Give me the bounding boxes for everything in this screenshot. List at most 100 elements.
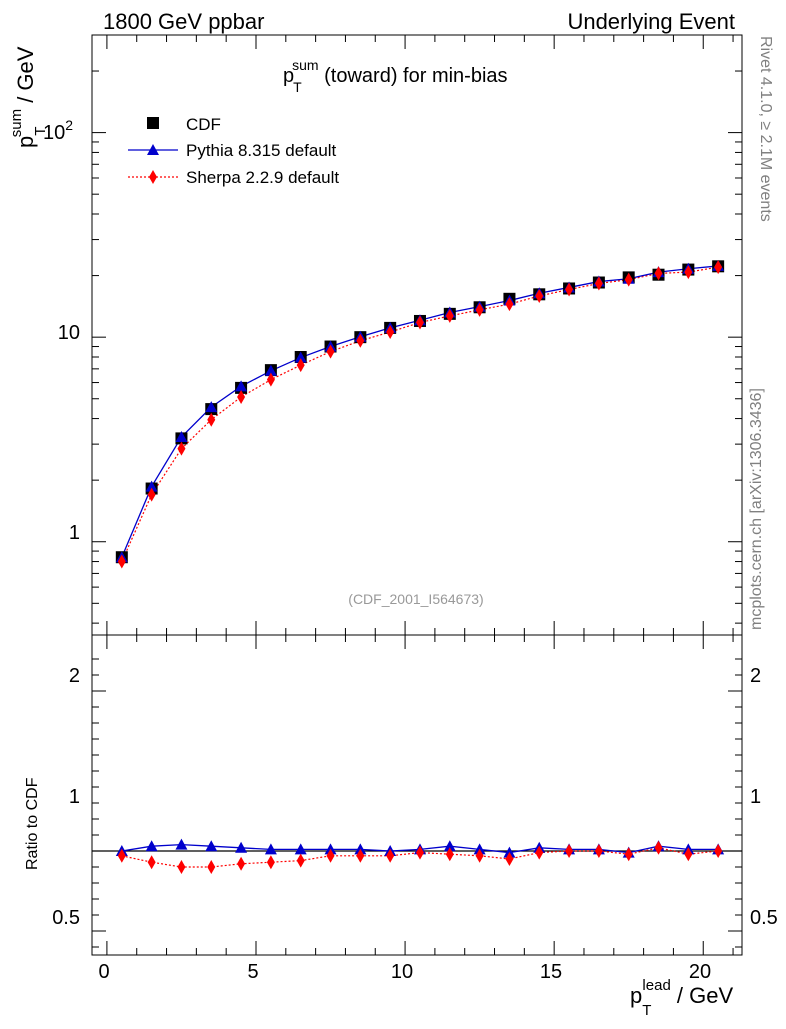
pythia-point	[294, 351, 307, 363]
sherpa-ratio-point	[654, 840, 663, 855]
sherpa-ratio-point	[684, 847, 693, 862]
y-tick-100-base: 10	[43, 122, 65, 144]
ratio-tick-label-2: 2	[69, 665, 80, 687]
sherpa-ratio-point	[505, 852, 514, 866]
data-marks	[92, 259, 742, 874]
mcplots-label: mcplots.cern.ch [arXiv:1306.3436]	[748, 388, 765, 630]
sherpa-point	[535, 288, 544, 303]
sherpa-point	[594, 276, 603, 291]
legend-sherpa-marker	[149, 170, 157, 184]
header-right: Underlying Event	[567, 9, 735, 34]
x-tick-label-10: 10	[391, 961, 413, 983]
sherpa-point	[296, 358, 305, 373]
x-tick-label-20: 20	[689, 961, 711, 983]
ratio-tick-label-1-right: 1	[750, 786, 761, 808]
ylabel-sub: T	[32, 127, 49, 136]
ratio-tick-label-05: 0.5	[52, 907, 80, 929]
ratio-tick-label-05-right: 0.5	[750, 907, 778, 929]
sherpa-point	[177, 441, 186, 456]
legend-cdf-label: CDF	[186, 115, 221, 134]
ylabel-rest: / GeV	[13, 46, 38, 109]
sherpa-point	[684, 265, 693, 280]
legend-sherpa-label: Sherpa 2.2.9 default	[186, 168, 339, 187]
y-axis-label: pTsum / GeV	[8, 46, 49, 148]
sherpa-point	[386, 324, 395, 339]
legend-pythia-label: Pythia 8.315 default	[186, 141, 337, 160]
title-p: p	[283, 65, 294, 87]
x-tick-label-5: 5	[247, 961, 258, 983]
sherpa-ratio-point	[237, 856, 246, 871]
y-tick-label-10: 10	[58, 322, 80, 344]
pythia-point	[264, 364, 277, 376]
sherpa-ratio-point	[565, 844, 574, 858]
sherpa-ratio-point	[445, 847, 454, 862]
ratio-tick-label-1: 1	[69, 786, 80, 808]
pythia-ratio-point	[145, 840, 158, 852]
legend: CDF Pythia 8.315 default Sherpa 2.2.9 de…	[128, 115, 339, 187]
sherpa-ratio-point	[415, 845, 424, 860]
xlabel-rest: / GeV	[671, 983, 734, 1008]
sherpa-ratio-point	[266, 855, 275, 870]
sherpa-point	[505, 297, 514, 312]
legend-pythia-marker	[147, 144, 159, 155]
x-tick-label-0: 0	[98, 961, 109, 983]
sherpa-ratio-point	[326, 848, 335, 863]
sherpa-ratio-point	[207, 860, 216, 874]
pythia-ratio-point	[264, 843, 277, 855]
pythia-ratio-point	[443, 840, 456, 852]
y-tick-label-1: 1	[69, 522, 80, 544]
sherpa-ratio-point	[117, 848, 126, 863]
xlabel-p: p	[630, 983, 642, 1008]
sherpa-ratio-point	[386, 848, 395, 863]
sherpa-point	[207, 412, 216, 427]
pythia-point	[175, 431, 188, 443]
ratio-plot-frame	[91, 634, 743, 956]
pythia-ratio-point	[205, 840, 218, 852]
sherpa-point	[147, 487, 156, 502]
title-sub: T	[293, 79, 302, 95]
sherpa-point	[415, 315, 424, 330]
rivet-label: Rivet 4.1.0, ≥ 2.1M events	[757, 36, 774, 222]
sherpa-point	[624, 272, 633, 287]
axis-ticks	[92, 34, 742, 955]
y-tick-label-100: 102	[43, 117, 73, 144]
ratio-tick-label-2-right: 2	[750, 665, 761, 687]
legend-cdf-marker	[147, 117, 159, 129]
sherpa-ratio-point	[475, 848, 484, 863]
sherpa-point	[565, 282, 574, 297]
sherpa-point	[654, 266, 663, 281]
sherpa-point	[475, 302, 484, 317]
sherpa-ratio-point	[296, 853, 305, 868]
xlabel-sub: T	[642, 1002, 651, 1019]
sherpa-ratio-point	[624, 847, 633, 862]
ylabel-sup: sum	[8, 109, 25, 137]
pythia-point	[235, 380, 248, 392]
plot-title: pTsum (toward) for min-bias	[283, 57, 508, 95]
sherpa-ratio-point	[147, 855, 156, 870]
sherpa-ratio-point	[535, 845, 544, 860]
sherpa-ratio-point	[177, 860, 186, 874]
sherpa-point	[326, 344, 335, 359]
y-tick-100-exp: 2	[65, 117, 73, 133]
sherpa-point	[117, 554, 126, 569]
ylabel-p: p	[13, 136, 38, 148]
title-rest: (toward) for min-bias	[319, 65, 508, 87]
ratio-y-axis-label: Ratio to CDF	[24, 777, 41, 870]
sherpa-ratio-point	[714, 844, 723, 858]
xlabel-sup: lead	[642, 977, 670, 994]
pythia-point	[205, 401, 218, 413]
sherpa-point	[266, 372, 275, 387]
sherpa-ratio-point	[594, 844, 603, 858]
sherpa-ratio-point	[356, 848, 365, 863]
pythia-ratio-point	[235, 841, 248, 853]
sherpa-point	[237, 389, 246, 404]
pythia-ratio-point	[294, 843, 307, 855]
header-left: 1800 GeV ppbar	[103, 9, 264, 34]
x-axis-label: pTlead / GeV	[630, 977, 733, 1019]
sherpa-point	[356, 333, 365, 348]
sherpa-point	[714, 260, 723, 275]
pythia-ratio-point	[175, 838, 188, 850]
pythia-point	[145, 480, 158, 492]
